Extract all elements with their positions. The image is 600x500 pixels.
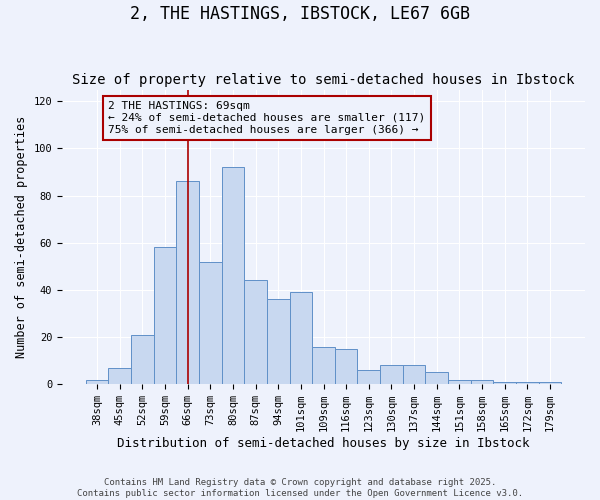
- Text: 2 THE HASTINGS: 69sqm
← 24% of semi-detached houses are smaller (117)
75% of sem: 2 THE HASTINGS: 69sqm ← 24% of semi-deta…: [109, 102, 425, 134]
- Bar: [516, 382, 539, 384]
- Bar: [154, 248, 176, 384]
- Text: Contains HM Land Registry data © Crown copyright and database right 2025.
Contai: Contains HM Land Registry data © Crown c…: [77, 478, 523, 498]
- Bar: [221, 168, 244, 384]
- Bar: [267, 300, 290, 384]
- Bar: [358, 370, 380, 384]
- Bar: [448, 380, 470, 384]
- Bar: [493, 382, 516, 384]
- Bar: [380, 366, 403, 384]
- Bar: [199, 262, 221, 384]
- Bar: [109, 368, 131, 384]
- Bar: [403, 366, 425, 384]
- Y-axis label: Number of semi-detached properties: Number of semi-detached properties: [15, 116, 28, 358]
- Bar: [425, 372, 448, 384]
- X-axis label: Distribution of semi-detached houses by size in Ibstock: Distribution of semi-detached houses by …: [117, 437, 530, 450]
- Bar: [470, 380, 493, 384]
- Bar: [244, 280, 267, 384]
- Text: 2, THE HASTINGS, IBSTOCK, LE67 6GB: 2, THE HASTINGS, IBSTOCK, LE67 6GB: [130, 5, 470, 23]
- Bar: [539, 382, 561, 384]
- Bar: [86, 380, 109, 384]
- Bar: [335, 349, 358, 384]
- Title: Size of property relative to semi-detached houses in Ibstock: Size of property relative to semi-detach…: [72, 73, 575, 87]
- Bar: [290, 292, 312, 384]
- Bar: [176, 182, 199, 384]
- Bar: [312, 346, 335, 384]
- Bar: [131, 334, 154, 384]
